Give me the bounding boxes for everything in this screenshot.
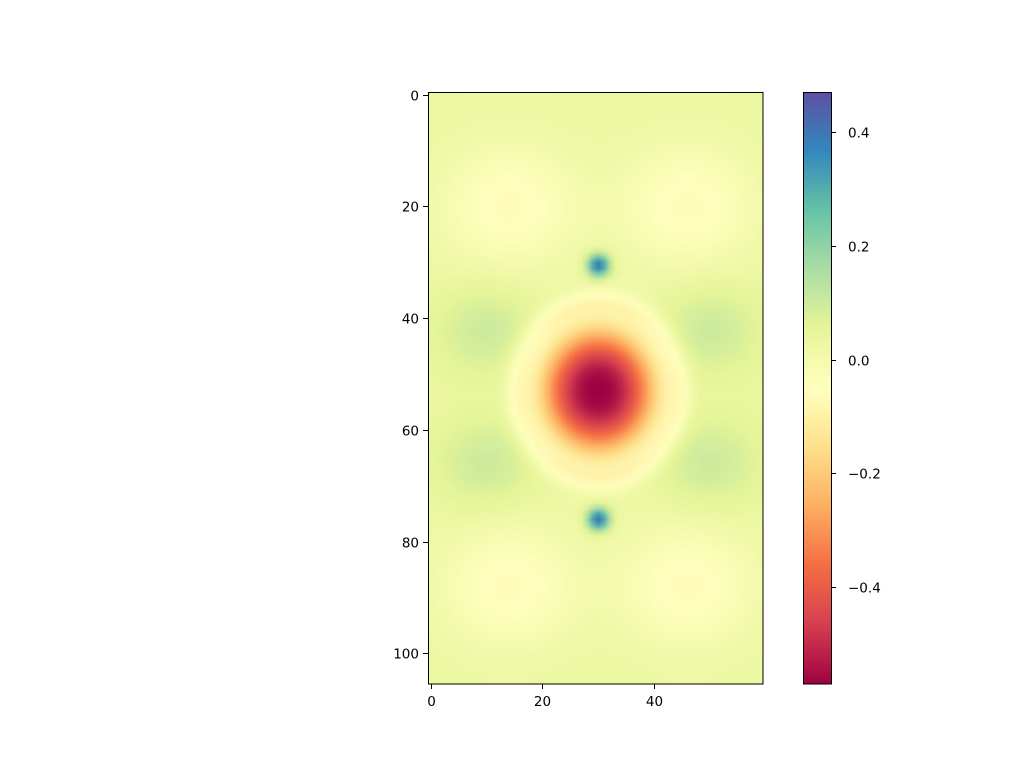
- heatmap-axes: 0 20 40 0 20 40 60 80 100: [393, 89, 764, 710]
- heatmap-image: [428, 92, 763, 684]
- colorbar: 0.4 0.2 0.0 −0.2 −0.4: [803, 92, 881, 685]
- heatmap-frame: [428, 92, 764, 685]
- y-axis: 0 20 40 60 80 100: [393, 89, 428, 663]
- colorbar-tick-label: −0.2: [848, 467, 881, 483]
- x-tick-label: 40: [646, 694, 663, 710]
- y-tick-label: 20: [402, 200, 419, 216]
- y-tick-label: 60: [402, 424, 419, 440]
- x-tick-label: 0: [427, 694, 436, 710]
- colorbar-tick-label: 0.2: [848, 240, 869, 256]
- y-tick-label: 0: [410, 89, 419, 105]
- colorbar-gradient: [803, 92, 831, 684]
- y-tick-label: 80: [402, 536, 419, 552]
- colorbar-axis: 0.4 0.2 0.0 −0.2 −0.4: [831, 126, 881, 597]
- y-tick-label: 100: [393, 647, 419, 663]
- colorbar-tick-label: −0.4: [848, 581, 881, 597]
- x-tick-label: 20: [534, 694, 551, 710]
- colorbar-tick-label: 0.0: [848, 354, 869, 370]
- x-axis: 0 20 40: [427, 684, 663, 710]
- colorbar-frame: [803, 92, 832, 685]
- y-tick-label: 40: [402, 312, 419, 328]
- colorbar-tick-label: 0.4: [848, 126, 869, 142]
